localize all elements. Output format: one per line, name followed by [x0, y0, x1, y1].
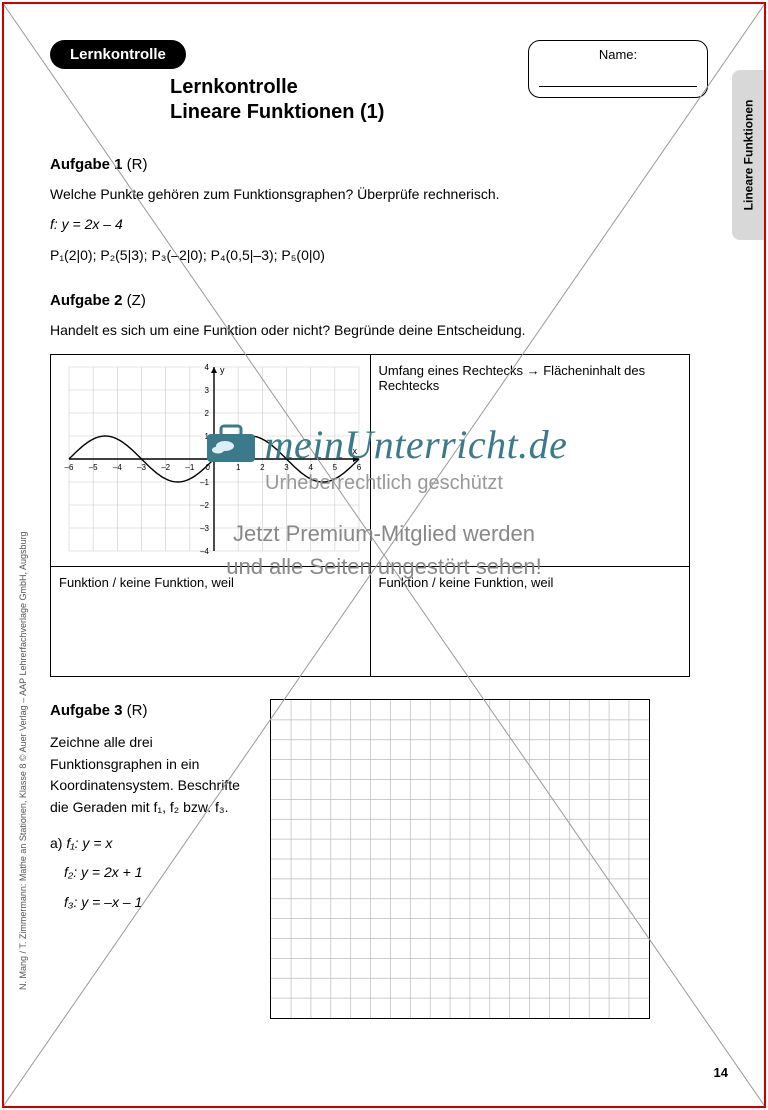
name-field-box: Name:: [528, 40, 708, 98]
svg-text:–1: –1: [185, 463, 194, 472]
task3-blank-grid: [270, 699, 650, 1019]
copyright-text: N. Mang / T. Zimmermann: Mathe an Statio…: [18, 531, 28, 990]
svg-text:3: 3: [284, 463, 289, 472]
task1-prompt: Welche Punkte gehören zum Funktionsgraph…: [50, 183, 718, 205]
task3-f3: f₃: y = –x – 1: [64, 892, 250, 914]
svg-text:5: 5: [333, 463, 338, 472]
task3-prompt: Zeichne alle drei Funktionsgraphen in ei…: [50, 732, 250, 819]
page-number: 14: [714, 1065, 728, 1080]
header: Lernkontrolle Name: Lernkontrolle Linear…: [50, 40, 718, 130]
svg-text:–2: –2: [200, 501, 209, 510]
worksheet-page: Lernkontrolle Name: Lernkontrolle Linear…: [50, 40, 718, 1019]
category-pill: Lernkontrolle: [50, 40, 186, 69]
svg-text:3: 3: [205, 386, 210, 395]
task3-left-column: Aufgabe 3 (R) Zeichne alle drei Funktion…: [50, 699, 250, 1019]
sine-graph: –6–5–4–3–2–1123456–4–3–2–11234yx0: [51, 355, 369, 563]
svg-text:–3: –3: [200, 524, 209, 533]
task2-prompt: Handelt es sich um eine Funktion oder ni…: [50, 319, 718, 341]
svg-text:4: 4: [308, 463, 313, 472]
svg-text:2: 2: [205, 409, 210, 418]
svg-text:x: x: [353, 446, 358, 456]
svg-text:–4: –4: [113, 463, 122, 472]
task2-answer-left: Funktion / keine Funktion, weil: [51, 566, 371, 676]
svg-text:y: y: [220, 365, 225, 375]
svg-text:–6: –6: [65, 463, 74, 472]
task3-heading: Aufgabe 3 (R): [50, 699, 250, 722]
task3-item-a: a) f₁: y = x: [50, 833, 250, 855]
svg-text:–4: –4: [200, 547, 209, 556]
svg-text:1: 1: [236, 463, 241, 472]
svg-text:1: 1: [205, 432, 210, 441]
task3-row: Aufgabe 3 (R) Zeichne alle drei Funktion…: [50, 699, 718, 1019]
task2-table: –6–5–4–3–2–1123456–4–3–2–11234yx0 Umfang…: [50, 354, 690, 677]
svg-text:–2: –2: [161, 463, 170, 472]
task2-heading: Aufgabe 2 (Z): [50, 292, 718, 309]
task1-points: P₁(2|0); P₂(5|3); P₃(–2|0); P₄(0,5|–3); …: [50, 244, 718, 266]
svg-text:–3: –3: [137, 463, 146, 472]
side-tab: Lineare Funktionen: [732, 70, 764, 240]
svg-text:–5: –5: [89, 463, 98, 472]
task2-graph-cell: –6–5–4–3–2–1123456–4–3–2–11234yx0: [51, 354, 371, 566]
svg-text:–1: –1: [200, 478, 209, 487]
name-input-line[interactable]: [539, 86, 697, 87]
title-line-2: Lineare Funktionen (1): [170, 100, 718, 125]
task3-f2: f₂: y = 2x + 1: [64, 862, 250, 884]
svg-text:4: 4: [205, 363, 210, 372]
side-tab-label: Lineare Funktionen: [741, 100, 755, 211]
task2-answer-right: Funktion / keine Funktion, weil: [370, 566, 690, 676]
svg-text:2: 2: [260, 463, 265, 472]
svg-text:6: 6: [357, 463, 362, 472]
task1-equation: f: y = 2x – 4: [50, 213, 718, 235]
task2-right-text: Umfang eines Rechtecks → Flächeninhalt d…: [370, 354, 690, 566]
name-label: Name:: [539, 47, 697, 62]
task1-heading: Aufgabe 1 (R): [50, 156, 718, 173]
